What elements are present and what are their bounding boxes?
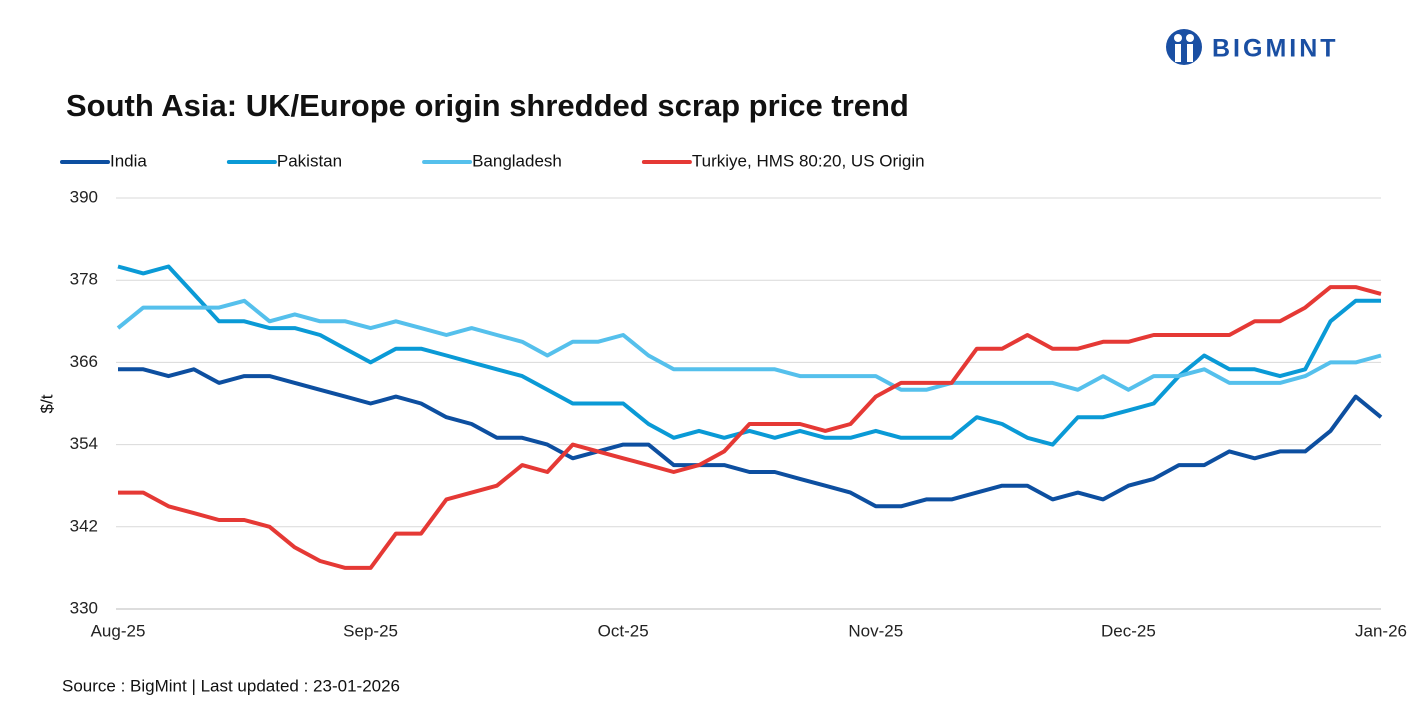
logo-icon	[1166, 29, 1202, 65]
legend-label: Bangladesh	[472, 151, 562, 170]
x-tick-label: Nov-25	[848, 621, 903, 640]
y-axis-label: $/t	[37, 394, 56, 413]
x-tick-label: Aug-25	[91, 621, 146, 640]
series-line	[116, 298, 1382, 392]
legend-label: Turkiye, HMS 80:20, US Origin	[692, 151, 925, 170]
legend: India Pakistan Bangladesh Turkiye, HMS 80:2…	[60, 151, 925, 170]
y-tick-label: 342	[70, 516, 98, 535]
y-tick-label: 354	[70, 434, 98, 453]
x-tick-label: Sep-25	[343, 621, 398, 640]
source-note: Source : BigMint | Last updated : 23-01-…	[62, 676, 400, 695]
y-tick-label: 366	[70, 352, 98, 371]
x-tick-label: Jan-26	[1355, 621, 1407, 640]
series-line	[118, 367, 1383, 509]
x-tick-label: Oct-25	[598, 621, 649, 640]
y-tick-label: 390	[70, 187, 98, 206]
series-line	[118, 285, 1382, 570]
logo-text: BIGMINT	[1212, 35, 1339, 63]
y-tick-label: 378	[70, 270, 98, 289]
chart-title: South Asia: UK/Europe origin shredded sc…	[66, 88, 909, 123]
legend-label: Pakistan	[277, 151, 342, 170]
x-tick-label: Dec-25	[1101, 621, 1156, 640]
legend-label: India	[110, 151, 147, 170]
y-tick-label: 330	[70, 598, 98, 617]
series-line	[117, 264, 1381, 447]
